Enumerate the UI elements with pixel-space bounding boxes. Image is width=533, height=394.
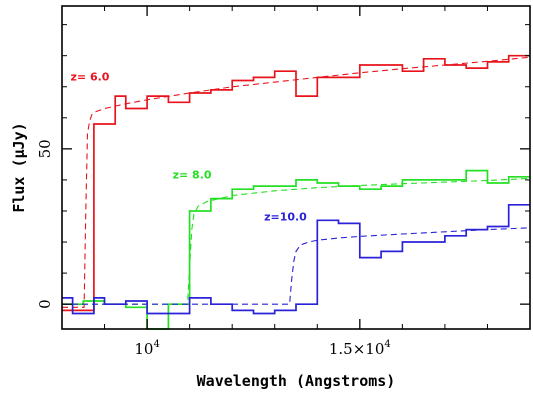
y-axis-title: Flux (μJy): [10, 122, 28, 212]
series-layer: [62, 54, 531, 330]
model-spectrum-z10.0: [62, 227, 531, 305]
model-spectrum-z6.0: [62, 56, 531, 308]
binned-spectrum-z8.0: [62, 169, 530, 330]
plot-frame: [61, 5, 531, 330]
labels-layer: z= 6.0 z= 8.0 z=10.0: [71, 71, 308, 224]
series-label-z10.0: z=10.0: [264, 210, 307, 223]
x-tick-label: 1.5×104: [329, 339, 391, 358]
x-tick-label: 104: [134, 339, 159, 358]
ticks-layer: 104 1.5×104 0 50: [36, 6, 530, 358]
y-tick-label: 50: [36, 139, 54, 158]
series-label-z8.0: z= 8.0: [173, 168, 212, 181]
y-tick-label: 0: [36, 299, 54, 309]
x-axis-title: Wavelength (Angstroms): [197, 372, 396, 390]
series-label-z6.0: z= 6.0: [71, 71, 110, 84]
model-spectrum-z8.0: [62, 177, 531, 305]
